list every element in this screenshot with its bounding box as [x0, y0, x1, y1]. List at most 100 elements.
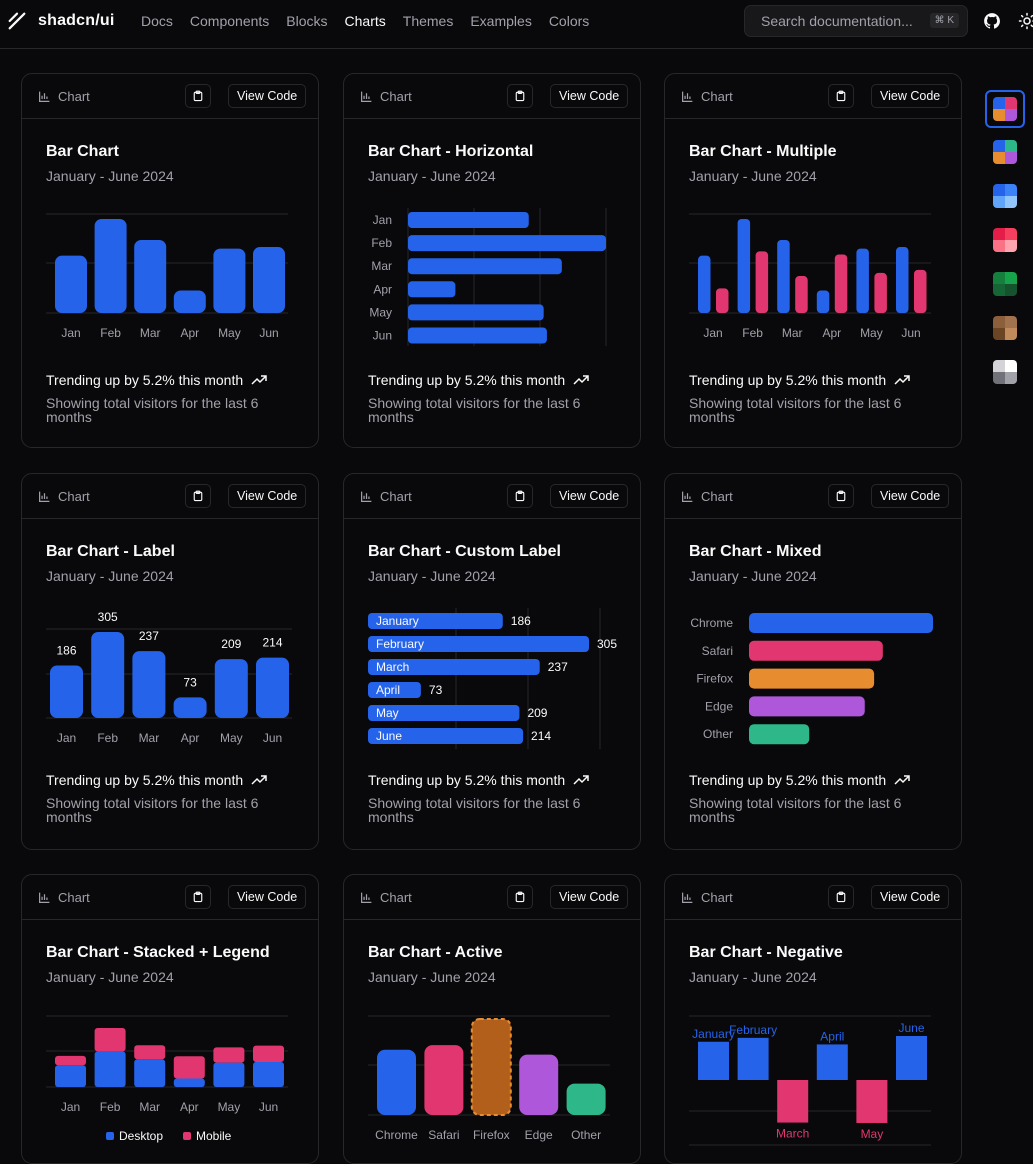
- copy-button[interactable]: [185, 484, 211, 508]
- data-label: 186: [511, 614, 531, 628]
- bar-inner-label: March: [376, 660, 409, 674]
- bar: [368, 705, 520, 721]
- y-tick-label: Apr: [373, 282, 392, 296]
- theme-swatch[interactable]: [993, 140, 1017, 164]
- bar: [132, 651, 166, 718]
- nav-examples[interactable]: Examples: [470, 13, 532, 29]
- copy-button[interactable]: [507, 84, 533, 108]
- copy-button[interactable]: [828, 885, 854, 909]
- search-input[interactable]: Search documentation... ⌘ K: [744, 5, 968, 37]
- sun-icon[interactable]: [1018, 12, 1033, 30]
- bar: [408, 304, 544, 321]
- brand-logo[interactable]: shadcn/ui: [6, 10, 114, 32]
- bar: [424, 1045, 464, 1115]
- bar-desktop: [253, 1061, 284, 1087]
- theme-swatch-color: [993, 228, 1005, 240]
- trend-text: Trending up by 5.2% this month: [689, 772, 910, 788]
- trend-text: Trending up by 5.2% this month: [368, 372, 589, 388]
- theme-swatch[interactable]: [993, 97, 1017, 121]
- card-bar-chart-multiple: Chart View Code Bar Chart - Multiple Jan…: [664, 73, 962, 448]
- x-tick-label: Feb: [97, 731, 118, 745]
- github-icon[interactable]: [983, 12, 1001, 30]
- nav-charts[interactable]: Charts: [344, 13, 386, 29]
- view-code-button[interactable]: View Code: [228, 484, 307, 508]
- card-description: Showing total visitors for the last 6 mo…: [689, 795, 902, 825]
- main-nav: Docs Components Blocks Charts Themes Exa…: [141, 13, 589, 29]
- chart-area: Jan Feb Mar Apr May Jun: [689, 213, 931, 340]
- theme-swatch-color: [993, 272, 1005, 284]
- y-tick-label: Feb: [371, 236, 392, 250]
- theme-swatch[interactable]: [993, 228, 1017, 252]
- view-code-button[interactable]: View Code: [228, 885, 307, 909]
- view-code-button[interactable]: View Code: [550, 484, 629, 508]
- copy-button[interactable]: [828, 484, 854, 508]
- x-tick-label: Apr: [180, 1100, 199, 1114]
- chart-tag: Chart: [38, 89, 90, 104]
- chart-tag: Chart: [360, 890, 412, 905]
- card-title: Bar Chart - Mixed: [689, 543, 822, 560]
- theme-swatch-color: [993, 109, 1005, 121]
- bar-series-1: [816, 290, 830, 313]
- view-code-button[interactable]: View Code: [871, 484, 950, 508]
- view-code-button[interactable]: View Code: [550, 885, 629, 909]
- copy-button[interactable]: [507, 885, 533, 909]
- theme-swatch[interactable]: [993, 316, 1017, 340]
- bar-series-1: [698, 255, 711, 313]
- bar: [213, 248, 246, 313]
- view-code-button[interactable]: View Code: [871, 84, 950, 108]
- copy-button[interactable]: [507, 484, 533, 508]
- bar-desktop: [213, 1062, 245, 1087]
- bar: [50, 665, 83, 718]
- x-tick-label: Mar: [782, 326, 803, 340]
- bar-desktop: [173, 1078, 205, 1087]
- theme-swatch-color: [993, 184, 1005, 196]
- theme-swatch[interactable]: [993, 360, 1017, 384]
- copy-button[interactable]: [185, 885, 211, 909]
- data-label: 209: [221, 637, 241, 651]
- nav-blocks[interactable]: Blocks: [286, 13, 328, 29]
- nav-docs[interactable]: Docs: [141, 13, 173, 29]
- theme-swatch[interactable]: [993, 272, 1017, 296]
- x-tick-label: Other: [571, 1128, 601, 1142]
- bar: [749, 696, 865, 717]
- legend-swatch-desktop: [106, 1132, 114, 1140]
- bar: [698, 1041, 729, 1080]
- view-code-button[interactable]: View Code: [550, 84, 629, 108]
- card-header: Chart View Code: [344, 474, 640, 519]
- copy-button[interactable]: [828, 84, 854, 108]
- theme-swatch-color: [1005, 152, 1017, 164]
- trending-up-icon: [894, 775, 910, 785]
- trend-text: Trending up by 5.2% this month: [689, 372, 910, 388]
- bar-mobile: [173, 1056, 205, 1079]
- card-bar-chart-negative: Chart View Code Bar Chart - Negative Jan…: [664, 874, 962, 1164]
- theme-swatch-color: [1005, 284, 1017, 296]
- nav-themes[interactable]: Themes: [402, 13, 454, 29]
- bar-series-1: [856, 248, 869, 313]
- bar: [749, 724, 810, 745]
- x-tick-label: May: [220, 731, 243, 745]
- card-bar-chart-custom-label: Chart View Code Bar Chart - Custom Label…: [343, 473, 641, 850]
- theme-swatch-color: [1005, 316, 1017, 328]
- bar: [214, 659, 248, 718]
- bar-series-2: [795, 276, 808, 313]
- copy-button[interactable]: [185, 84, 211, 108]
- chart-tag: Chart: [38, 489, 90, 504]
- nav-colors[interactable]: Colors: [548, 13, 590, 29]
- card-header: Chart View Code: [665, 74, 961, 119]
- card-title: Bar Chart - Horizontal: [368, 143, 534, 160]
- nav-components[interactable]: Components: [189, 13, 270, 29]
- view-code-button[interactable]: View Code: [228, 84, 307, 108]
- clipboard-icon: [836, 891, 846, 903]
- bar-desktop: [94, 1051, 126, 1087]
- view-code-button[interactable]: View Code: [871, 885, 950, 909]
- theme-swatch[interactable]: [993, 184, 1017, 208]
- bar: [408, 281, 456, 298]
- theme-swatch-color: [1005, 240, 1017, 252]
- chart-area: Chrome Safari Firefox Edge Other: [368, 1015, 610, 1142]
- x-tick-label: Mar: [139, 1100, 160, 1114]
- chart-area: January 186 February 305 March 237 April 73 May 2…: [368, 608, 617, 749]
- card-header: Chart View Code: [665, 474, 961, 519]
- chart-area: Jan Feb Mar Apr May Jun: [369, 208, 607, 346]
- y-tick-label: Edge: [705, 699, 733, 713]
- card-header: Chart View Code: [22, 74, 318, 119]
